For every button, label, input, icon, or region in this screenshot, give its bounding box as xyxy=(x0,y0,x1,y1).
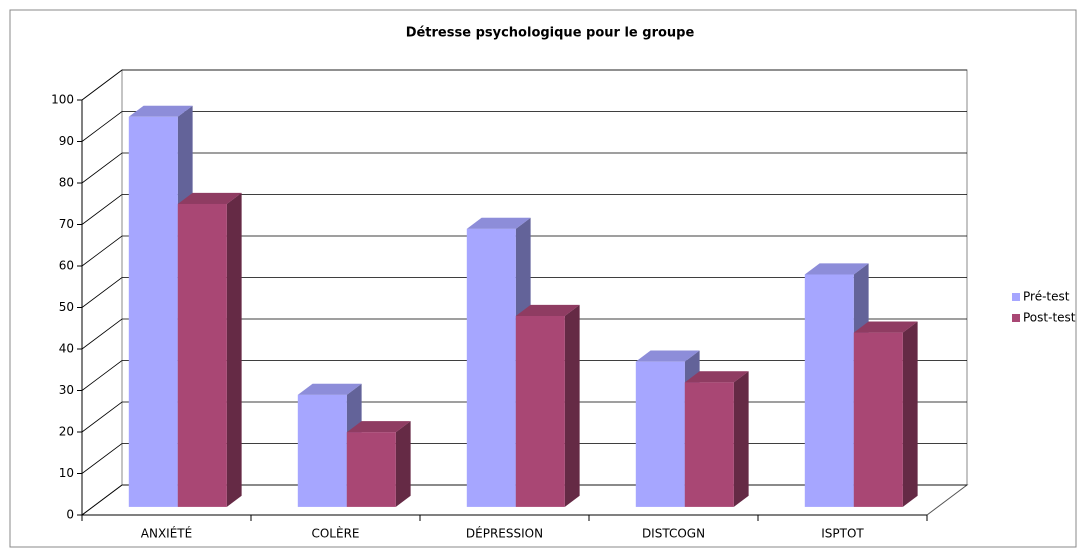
bar-top xyxy=(177,192,242,204)
bar-top xyxy=(466,217,531,229)
bar-top-shade xyxy=(346,421,411,433)
bar-top-shade xyxy=(177,192,242,204)
x-tick-label: DISTCOGN xyxy=(642,527,705,541)
bar-top-shade xyxy=(853,321,918,333)
bar-top-shade xyxy=(515,304,580,316)
y-tick-label: 60 xyxy=(59,259,74,273)
legend-label: Post-test xyxy=(1023,311,1076,325)
grid-line xyxy=(81,194,967,225)
bar-side-shade xyxy=(226,192,242,507)
bar xyxy=(297,394,347,507)
bar-top xyxy=(128,105,193,117)
bar-top xyxy=(515,304,580,316)
bar-side xyxy=(395,421,411,507)
y-tick-label: 80 xyxy=(59,176,74,190)
x-tick-label: DÉPRESSION xyxy=(466,526,543,541)
bar-top-shade xyxy=(684,371,749,383)
bar-top xyxy=(635,350,700,362)
bar-top-shade xyxy=(804,263,869,275)
y-tick-label: 70 xyxy=(59,217,74,231)
y-tick-label: 40 xyxy=(59,342,74,356)
x-tick-label: ANXIÉTÉ xyxy=(141,526,192,541)
y-tick-label: 20 xyxy=(59,425,74,439)
bar xyxy=(177,203,227,507)
bar-side xyxy=(226,192,242,507)
bar-top xyxy=(684,371,749,383)
bar-top xyxy=(804,263,869,275)
y-tick-label: 90 xyxy=(59,134,74,148)
bar xyxy=(804,274,854,507)
y-tick-label: 0 xyxy=(66,508,74,522)
bar xyxy=(515,316,565,507)
bar xyxy=(635,361,685,507)
bar-top-shade xyxy=(466,217,531,229)
bar-side-shade xyxy=(902,321,918,507)
legend-label: Pré-test xyxy=(1023,290,1070,304)
grid-line xyxy=(81,69,967,101)
bar-top xyxy=(297,383,362,395)
bar xyxy=(684,382,734,507)
bar xyxy=(346,432,396,507)
y-tick-label: 10 xyxy=(59,466,74,480)
bar-side xyxy=(564,304,580,507)
bar-side xyxy=(902,321,918,507)
bar-side-shade xyxy=(395,421,411,507)
bar-top-shade xyxy=(635,350,700,362)
bar-top xyxy=(346,421,411,433)
bar-side xyxy=(733,371,749,507)
y-tick-label: 100 xyxy=(51,93,74,107)
chart-title: Détresse psychologique pour le groupe xyxy=(406,26,695,41)
legend-swatch xyxy=(1012,314,1020,322)
y-tick-label: 30 xyxy=(59,383,74,397)
bar-side-shade xyxy=(733,371,749,507)
bar-top xyxy=(853,321,918,333)
grid-line xyxy=(81,318,967,350)
y-tick-label: 50 xyxy=(59,300,74,314)
grid-line xyxy=(81,152,967,184)
bar xyxy=(466,228,516,507)
bar-top-shade xyxy=(128,105,193,117)
bar xyxy=(853,332,903,507)
x-tick-label: COLÈRE xyxy=(311,526,359,541)
grid-line xyxy=(81,111,967,142)
grid-line xyxy=(81,235,967,267)
grid-line xyxy=(81,277,967,308)
bar xyxy=(128,116,178,507)
legend-swatch xyxy=(1012,293,1020,301)
bar-side-shade xyxy=(564,304,580,507)
x-tick-label: ISPTOT xyxy=(821,527,864,541)
bar-top-shade xyxy=(297,383,362,395)
